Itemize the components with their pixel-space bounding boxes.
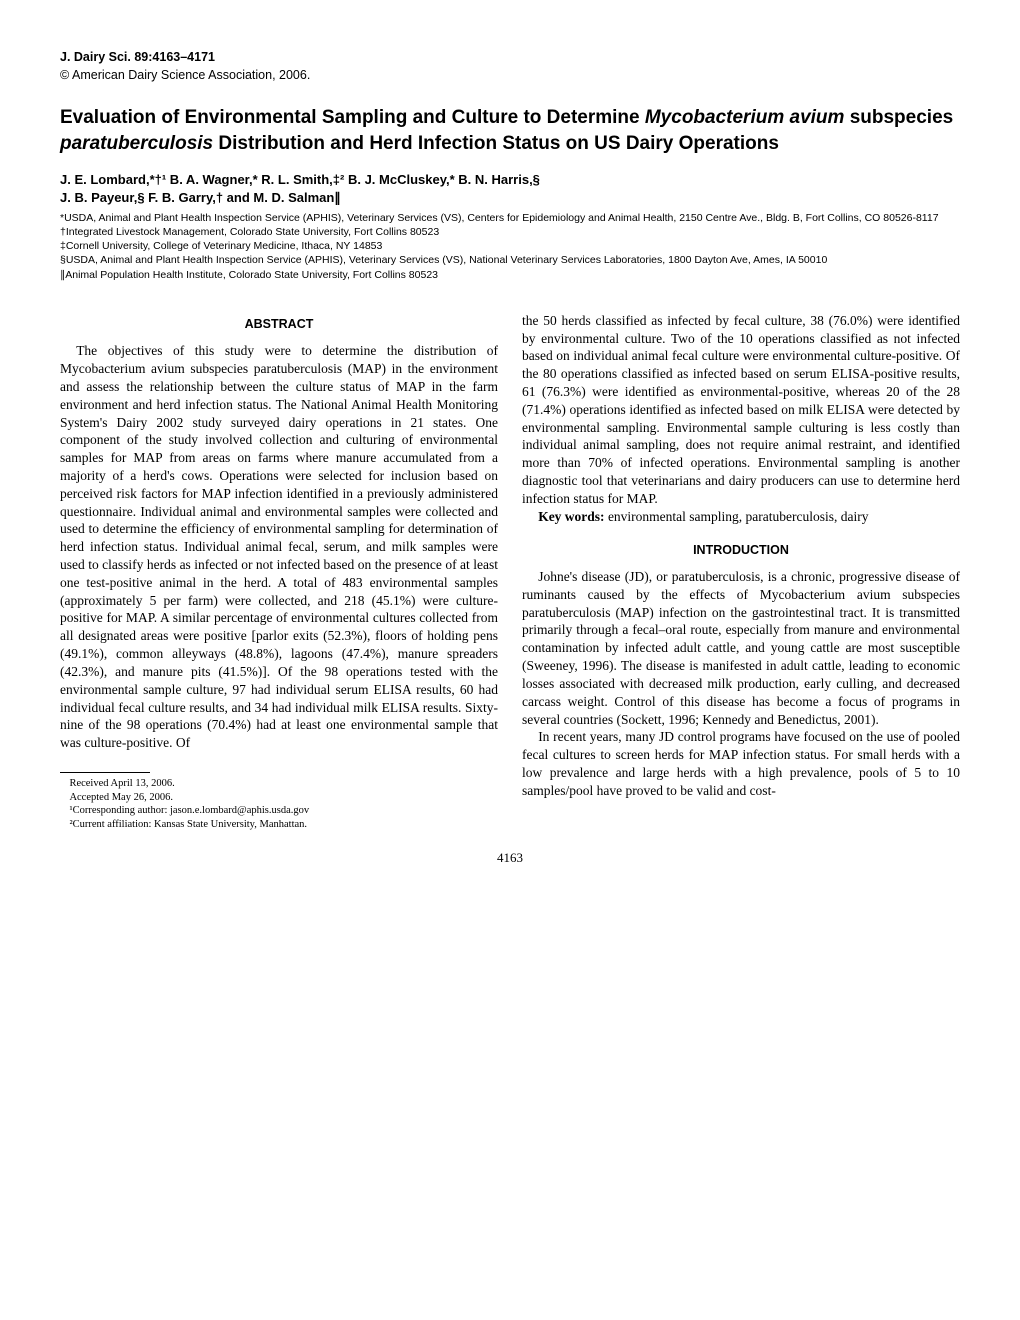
footnote-corresponding: ¹Corresponding author: jason.e.lombard@a… bbox=[60, 804, 498, 818]
introduction-heading: INTRODUCTION bbox=[522, 542, 960, 559]
affiliations-block: *USDA, Animal and Plant Health Inspectio… bbox=[60, 211, 960, 282]
introduction-paragraph-2: In recent years, many JD control program… bbox=[522, 728, 960, 799]
author-list: J. E. Lombard,*†¹ B. A. Wagner,* R. L. S… bbox=[60, 171, 960, 207]
authors-line-2: J. B. Payeur,§ F. B. Garry,† and M. D. S… bbox=[60, 189, 960, 207]
introduction-paragraph-1: Johne's disease (JD), or paratuberculosi… bbox=[522, 568, 960, 728]
title-text: subspecies bbox=[844, 107, 953, 128]
abstract-heading: ABSTRACT bbox=[60, 316, 498, 333]
title-text: Distribution and Herd Infection Status o… bbox=[213, 133, 779, 154]
keywords: Key words: environmental sampling, parat… bbox=[522, 508, 960, 526]
keywords-text: environmental sampling, paratuberculosis… bbox=[605, 509, 869, 524]
footnote-rule bbox=[60, 772, 150, 773]
authors-line-1: J. E. Lombard,*†¹ B. A. Wagner,* R. L. S… bbox=[60, 171, 960, 189]
title-italic-subspecies: paratuberculosis bbox=[60, 133, 213, 154]
page-number: 4163 bbox=[60, 850, 960, 866]
affiliation: ‡Cornell University, College of Veterina… bbox=[60, 239, 960, 253]
footnote-current-affiliation: ²Current affiliation: Kansas State Unive… bbox=[60, 818, 498, 832]
title-text: Evaluation of Environmental Sampling and… bbox=[60, 107, 645, 128]
article-title: Evaluation of Environmental Sampling and… bbox=[60, 105, 960, 156]
journal-reference: J. Dairy Sci. 89:4163–4171 bbox=[60, 50, 960, 66]
affiliation: ∥Animal Population Health Institute, Col… bbox=[60, 268, 960, 282]
footnote-received: Received April 13, 2006. bbox=[60, 777, 498, 791]
copyright-line: © American Dairy Science Association, 20… bbox=[60, 68, 960, 84]
footnote-accepted: Accepted May 26, 2006. bbox=[60, 791, 498, 805]
footnotes-block: Received April 13, 2006. Accepted May 26… bbox=[60, 777, 498, 832]
title-italic-genus: Mycobacterium avium bbox=[645, 107, 845, 128]
abstract-continuation: the 50 herds classified as infected by f… bbox=[522, 312, 960, 508]
affiliation: *USDA, Animal and Plant Health Inspectio… bbox=[60, 211, 960, 225]
abstract-body: The objectives of this study were to det… bbox=[60, 342, 498, 752]
affiliation: †Integrated Livestock Management, Colora… bbox=[60, 225, 960, 239]
right-column: the 50 herds classified as infected by f… bbox=[522, 312, 960, 832]
two-column-layout: ABSTRACT The objectives of this study we… bbox=[60, 312, 960, 832]
left-column: ABSTRACT The objectives of this study we… bbox=[60, 312, 498, 832]
keywords-label: Key words: bbox=[538, 509, 604, 524]
affiliation: §USDA, Animal and Plant Health Inspectio… bbox=[60, 253, 960, 267]
